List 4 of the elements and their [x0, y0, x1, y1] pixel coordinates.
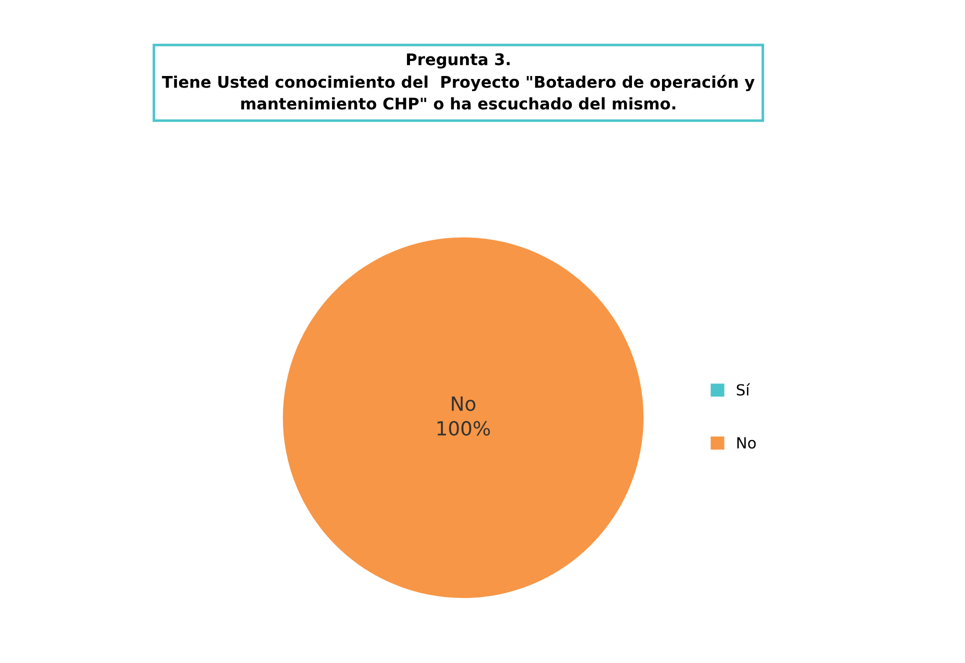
legend-label: No	[737, 437, 756, 449]
data-label: No 100%	[438, 396, 490, 436]
chart-title: Pregunta 3. Tiene Usted conocimiento del Proyecto "Botadero de operación y mantenimiento CHP" o ha escuchado del mismo.	[162, 53, 755, 110]
legend-label: Sí	[736, 383, 750, 396]
